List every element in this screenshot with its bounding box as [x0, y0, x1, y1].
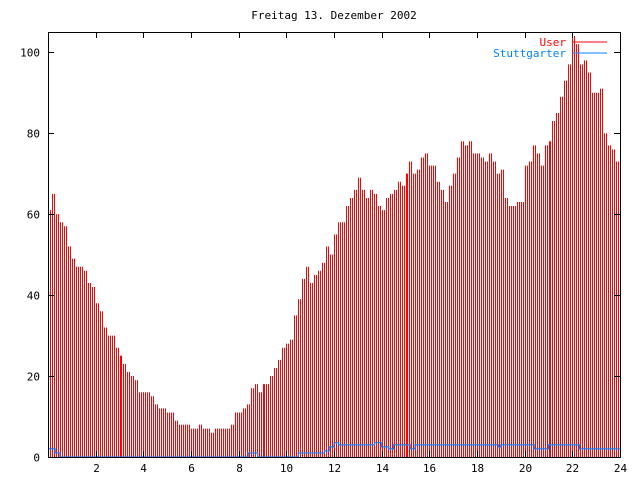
y-tick-label: 40: [27, 290, 40, 303]
x-tick-label: 18: [471, 462, 484, 475]
y-tick-label: 100: [20, 47, 40, 60]
x-tick-label: 6: [188, 462, 195, 475]
x-tick-label: 12: [328, 462, 341, 475]
y-tick-label: 0: [33, 452, 40, 465]
x-tick-label: 16: [423, 462, 436, 475]
x-tick-label: 14: [376, 462, 390, 475]
legend-label-stuttgarter: Stuttgarter: [493, 47, 566, 60]
x-tick-label: 2: [93, 462, 100, 475]
x-tick-label: 22: [566, 462, 579, 475]
x-tick-label: 10: [280, 462, 293, 475]
chart-title: Freitag 13. Dezember 2002: [251, 9, 417, 22]
y-tick-label: 60: [27, 209, 40, 222]
x-tick-label: 4: [140, 462, 147, 475]
y-tick-label: 20: [27, 371, 40, 384]
x-tick-label: 24: [614, 462, 628, 475]
x-tick-label: 8: [236, 462, 243, 475]
stuttgarter-line: [48, 442, 620, 458]
y-tick-label: 80: [27, 128, 40, 141]
x-tick-label: 20: [519, 462, 532, 475]
legend-label-user: User: [540, 36, 567, 49]
